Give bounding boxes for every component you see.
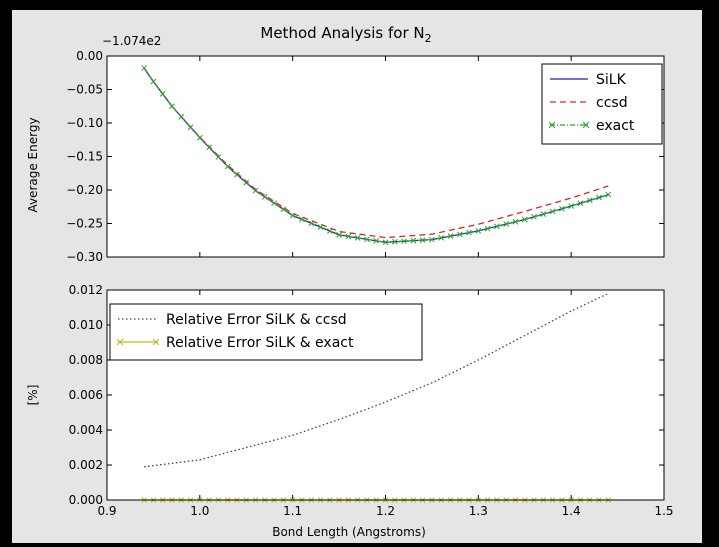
top-series-marker bbox=[466, 229, 472, 236]
top-series-marker bbox=[289, 212, 296, 219]
top-series-marker bbox=[299, 216, 305, 223]
top-series-marker bbox=[596, 194, 602, 201]
top-series-marker bbox=[447, 233, 454, 239]
bottom-ytick-label: 0.010 bbox=[69, 318, 103, 332]
top-series-marker bbox=[503, 221, 510, 227]
top-legend-label-2: exact bbox=[596, 118, 635, 134]
figure: Method Analysis for N2 −1.074e2 Average … bbox=[12, 10, 702, 543]
bottom-legend-label-1: Relative Error SiLK & exact bbox=[166, 335, 354, 351]
chart-svg: Method Analysis for N2 −1.074e2 Average … bbox=[26, 24, 674, 539]
top-series-marker bbox=[261, 194, 268, 200]
bottom-xtick-label: 1.5 bbox=[654, 504, 673, 518]
top-series-marker bbox=[280, 206, 287, 213]
top-series-marker bbox=[391, 238, 398, 245]
top-series-marker bbox=[586, 197, 593, 204]
top-series-marker bbox=[410, 237, 417, 244]
top-ytick-label: −0.25 bbox=[66, 217, 103, 231]
bottom-ytick-label: 0.006 bbox=[69, 388, 103, 402]
top-ylabel: Average Energy bbox=[26, 117, 40, 212]
top-series-marker bbox=[354, 234, 361, 241]
bottom-xtick-label: 1.4 bbox=[562, 504, 581, 518]
top-series-marker bbox=[141, 65, 147, 71]
top-series-marker bbox=[521, 216, 528, 223]
top-ytick-label: 0.00 bbox=[76, 49, 103, 63]
top-series-marker bbox=[605, 191, 612, 198]
bottom-ytick-label: 0.000 bbox=[69, 493, 103, 507]
top-series-marker bbox=[169, 103, 175, 110]
top-series-marker bbox=[206, 144, 212, 151]
bottom-frame bbox=[106, 289, 665, 501]
top-series-marker bbox=[345, 233, 352, 240]
top-series-marker bbox=[326, 228, 333, 234]
top-series-marker bbox=[577, 200, 584, 207]
top-ytick-label: −0.15 bbox=[66, 150, 103, 164]
top-series-marker bbox=[540, 211, 547, 217]
top-series-marker bbox=[243, 179, 250, 186]
top-ytick-label: −0.10 bbox=[66, 116, 103, 130]
top-series-marker bbox=[252, 187, 259, 194]
bottom-series-line-0 bbox=[144, 292, 609, 468]
top-series-marker bbox=[317, 224, 324, 230]
top-series-marker bbox=[401, 238, 407, 245]
top-series-marker bbox=[178, 113, 185, 120]
bottom-legend-label-0: Relative Error SiLK & ccsd bbox=[166, 312, 347, 328]
chart-title-subscript: 2 bbox=[425, 32, 432, 45]
bottom-xtick-label: 1.1 bbox=[283, 504, 302, 518]
top-series-marker bbox=[187, 124, 194, 131]
top-series-marker bbox=[234, 171, 240, 178]
top-series-marker bbox=[196, 134, 203, 141]
bottom-ytick-label: 0.012 bbox=[69, 283, 103, 297]
bottom-ytick-label: 0.004 bbox=[69, 423, 103, 437]
top-series-marker bbox=[456, 231, 463, 238]
top-series-marker bbox=[224, 163, 231, 170]
bottom-xlabel: Bond Length (Angstroms) bbox=[272, 525, 426, 539]
bottom-legend bbox=[109, 303, 423, 361]
top-series-marker bbox=[559, 205, 565, 212]
top-legend-label-0: SiLK bbox=[596, 72, 627, 88]
top-series-line-2 bbox=[143, 67, 609, 243]
top-panel: 0.00 −0.05 −0.10 −0.15 −0.20 −0.25 −0.30 SiLK cc… bbox=[66, 49, 665, 264]
top-series-marker bbox=[429, 236, 435, 243]
bottom-ytick-label: 0.002 bbox=[69, 458, 103, 472]
chart-title: Method Analysis for N2 bbox=[260, 24, 431, 45]
top-series-marker bbox=[308, 220, 315, 227]
top-series-marker bbox=[215, 154, 222, 160]
bottom-ylabel: [%] bbox=[26, 385, 40, 406]
top-series-marker bbox=[419, 237, 426, 243]
bottom-xtick-label: 1.0 bbox=[190, 504, 209, 518]
top-series-marker bbox=[531, 213, 537, 220]
top-series-marker bbox=[549, 208, 556, 215]
top-frame bbox=[106, 55, 665, 258]
top-series-marker bbox=[271, 200, 277, 206]
top-series-marker bbox=[438, 234, 445, 241]
top-ytick-label: −0.30 bbox=[66, 250, 103, 264]
top-series-marker bbox=[364, 236, 370, 243]
top-series-marker bbox=[494, 223, 500, 230]
bottom-xtick-label: 0.9 bbox=[97, 504, 116, 518]
top-legend bbox=[541, 63, 663, 145]
bottom-xtick-label: 1.3 bbox=[469, 504, 488, 518]
chart-title-main: Method Analysis for N bbox=[260, 24, 424, 42]
top-series-marker bbox=[568, 203, 575, 209]
top-series-marker bbox=[159, 91, 166, 97]
bottom-panel: 0.9 1.0 1.1 1.2 1.3 1.4 1.5 0.000 0.002 0.004 0.00… bbox=[69, 283, 674, 518]
bottom-ytick-label: 0.008 bbox=[69, 353, 103, 367]
top-series-marker bbox=[150, 78, 157, 85]
top-series-marker bbox=[373, 237, 380, 244]
top-series-marker bbox=[382, 239, 389, 246]
bottom-xtick-label: 1.2 bbox=[376, 504, 395, 518]
top-ytick-label: −0.20 bbox=[66, 183, 103, 197]
top-ytick-label: −0.05 bbox=[66, 83, 103, 97]
top-legend-label-1: ccsd bbox=[596, 95, 628, 111]
top-series-marker bbox=[336, 232, 342, 238]
top-series-marker bbox=[484, 225, 491, 232]
top-offset-label: −1.074e2 bbox=[102, 34, 161, 48]
top-series-marker bbox=[512, 218, 519, 225]
top-series-marker bbox=[475, 228, 482, 234]
